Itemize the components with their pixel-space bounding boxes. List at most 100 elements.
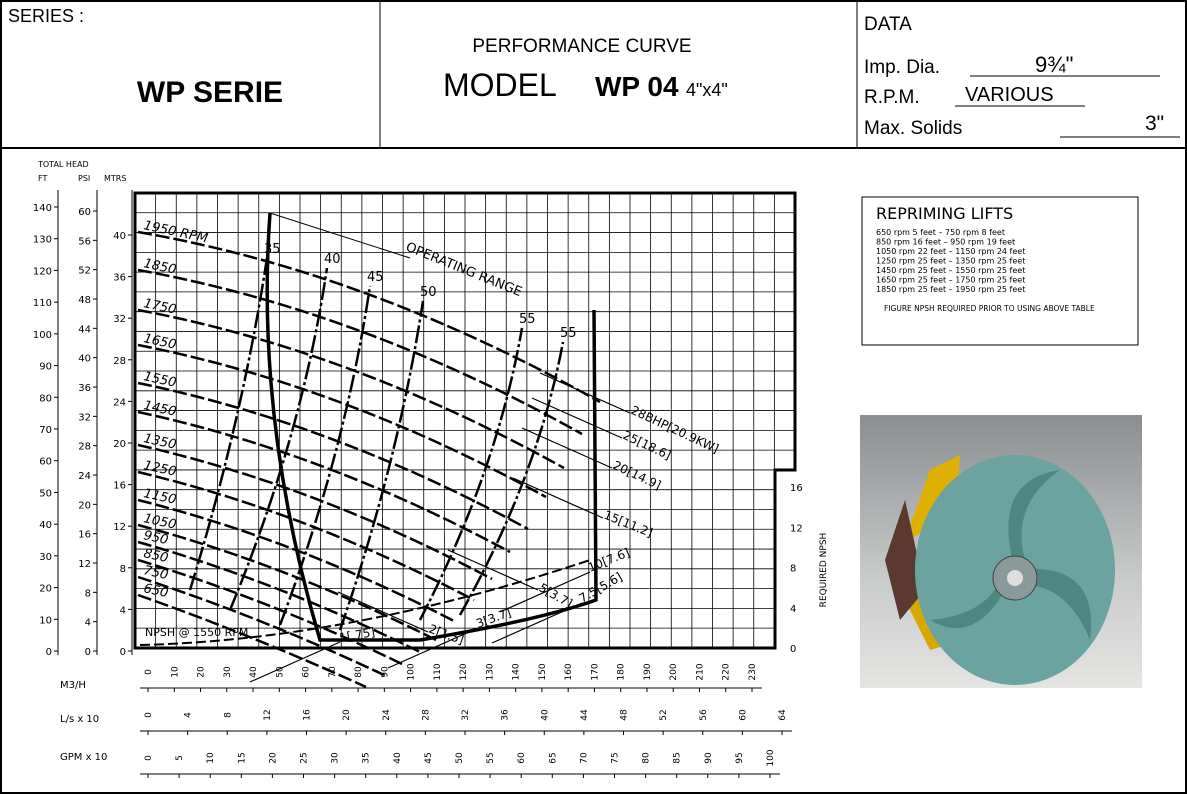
rpm-curve	[138, 412, 510, 552]
ls_ticks-label: 28	[421, 709, 431, 721]
rpm-label: 1550	[142, 369, 177, 391]
page: SERIES : WP SERIE PERFORMANCE CURVE MODE…	[0, 0, 1187, 794]
efficiency-curve	[280, 286, 370, 625]
repriming-row: 1050 rpm 22 feet – 1150 rpm 24 feet	[876, 247, 1025, 256]
psi-tick-label: 8	[85, 588, 91, 599]
gpm_ticks-label: 40	[393, 752, 403, 764]
m3h_ticks-label: 120	[459, 663, 469, 680]
repriming-row: 1650 rpm 25 feet – 1750 rpm 25 feet	[876, 276, 1025, 285]
ls_ticks-label: 52	[659, 709, 669, 720]
repriming-row: 650 rpm 5 feet – 750 rpm 8 feet	[876, 228, 1005, 237]
m3h_ticks-label: 220	[722, 663, 732, 680]
psi-tick-label: 40	[78, 354, 91, 365]
ft-tick-label: 0	[46, 647, 52, 658]
m3h_ticks-label: 50	[275, 666, 285, 678]
gpm_ticks-label: 25	[300, 752, 310, 763]
efficiency-curve	[340, 301, 423, 630]
photo	[860, 415, 1142, 688]
imp-dia-label: Imp. Dia.	[864, 57, 940, 78]
efficiency-curve	[190, 258, 267, 590]
m3h_ticks-label: 60	[302, 666, 312, 678]
impeller-bore	[1007, 570, 1023, 586]
rpm-curve	[138, 525, 438, 641]
psi-tick-label: 4	[85, 618, 91, 629]
psi-tick-label: 32	[78, 412, 91, 423]
efficiency-label: 55	[560, 326, 577, 341]
m-tick-label: 40	[113, 231, 126, 242]
rpm-label: 1650	[142, 331, 177, 353]
m-tick-label: 12	[113, 522, 126, 533]
gpm_ticks-label: 10	[206, 752, 216, 764]
axis-title: M3/H	[60, 680, 86, 691]
m-tick-label: 8	[120, 564, 126, 575]
npsh-tick-label: 4	[790, 604, 796, 615]
gpm_ticks-label: 55	[486, 752, 496, 763]
ft-tick-label: 110	[33, 298, 52, 309]
ft-tick-label: 20	[39, 584, 52, 595]
ft-tick-label: 130	[33, 235, 52, 246]
m3h_ticks-label: 170	[590, 663, 600, 680]
rpm-label: 1950 RPM	[142, 218, 209, 246]
psi-tick-label: 16	[78, 530, 91, 541]
rpm-curve	[138, 500, 456, 622]
gpm_ticks-label: 30	[331, 752, 341, 764]
ls_ticks-label: 56	[699, 709, 709, 721]
repriming-row: 1250 rpm 25 feet – 1350 rpm 25 feet	[876, 257, 1025, 266]
rpm-label: 1850	[142, 256, 177, 278]
m3h_ticks-label: 20	[197, 666, 207, 678]
max-solids: 3"	[1145, 112, 1164, 135]
m3h_ticks-label: 80	[354, 666, 364, 678]
ls_ticks-label: 8	[223, 712, 233, 718]
repriming-row: 1850 rpm 25 feet – 1950 rpm 25 feet	[876, 285, 1025, 294]
ft-tick-label: 30	[39, 552, 52, 563]
rpm-label: R.P.M.	[864, 87, 920, 108]
rpm-curve	[138, 345, 546, 497]
power-label: 2[1.5]	[427, 622, 466, 648]
repriming-note: FIGURE NPSH REQUIRED PRIOR TO USING ABOV…	[884, 304, 1095, 313]
ft-tick-label: 120	[33, 266, 52, 277]
m3h_ticks-label: 210	[695, 663, 705, 680]
efficiency-label: 55	[519, 312, 536, 327]
rpm-label: 1350	[142, 431, 177, 453]
ls_ticks-label: 40	[540, 709, 550, 721]
axis-title: GPM x 10	[60, 752, 107, 763]
gpm_ticks-label: 90	[704, 752, 714, 764]
ft-tick-label: 140	[33, 203, 52, 214]
psi-tick-label: 60	[78, 207, 91, 218]
gpm_ticks-label: 70	[579, 752, 589, 764]
power-line	[338, 592, 428, 632]
power-label: 15[11.2]	[602, 508, 655, 540]
axis-title: L/s x 10	[60, 714, 99, 725]
power-label: 10[7.6]	[586, 545, 632, 574]
psi-tick-label: 36	[78, 383, 91, 394]
ls_ticks-label: 16	[303, 709, 313, 721]
gpm_ticks-label: 45	[424, 752, 434, 763]
m3h_ticks-label: 230	[748, 663, 758, 680]
gpm_ticks-label: 50	[455, 752, 465, 764]
ls_ticks-label: 24	[382, 709, 392, 721]
m3h_ticks-label: 130	[485, 663, 495, 680]
gpm_ticks-label: 65	[548, 752, 558, 763]
npsh-tick-label: 8	[790, 564, 796, 575]
m3h_ticks-label: 10	[170, 666, 180, 678]
m-tick-label: 36	[113, 273, 126, 284]
ls_ticks-label: 48	[620, 709, 630, 721]
series: WP SERIE	[137, 76, 283, 109]
m3h_ticks-label: 0	[144, 669, 154, 675]
ft-tick-label: 90	[39, 362, 52, 373]
m-tick-label: 32	[113, 314, 126, 325]
model-label: MODEL	[443, 67, 557, 103]
series-label: SERIES :	[8, 6, 84, 26]
psi-tick-label: 52	[78, 266, 91, 277]
efficiency-label: 45	[367, 270, 384, 285]
ls_ticks-label: 60	[738, 709, 748, 721]
max-solids-label: Max. Solids	[864, 118, 962, 139]
m3h_ticks-label: 40	[249, 666, 259, 678]
npsh-tick-label: 0	[790, 644, 796, 655]
power-label: 25[18.6]	[621, 428, 673, 462]
ft-tick-label: 50	[39, 488, 52, 499]
psi-tick-label: 20	[78, 500, 91, 511]
m-tick-label: 20	[113, 439, 126, 450]
psi-tick-label: 0	[85, 647, 91, 658]
ls_ticks-label: 36	[501, 709, 511, 721]
